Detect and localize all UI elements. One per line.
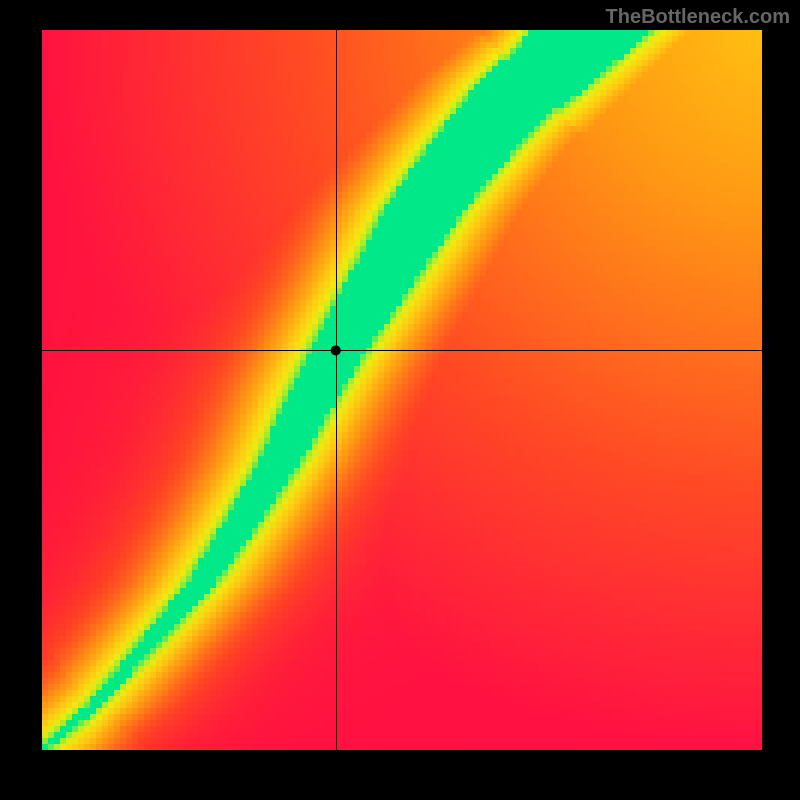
- watermark: TheBottleneck.com: [606, 6, 790, 29]
- heatmap-plot: [42, 30, 762, 750]
- chart-container: TheBottleneck.com: [0, 0, 800, 800]
